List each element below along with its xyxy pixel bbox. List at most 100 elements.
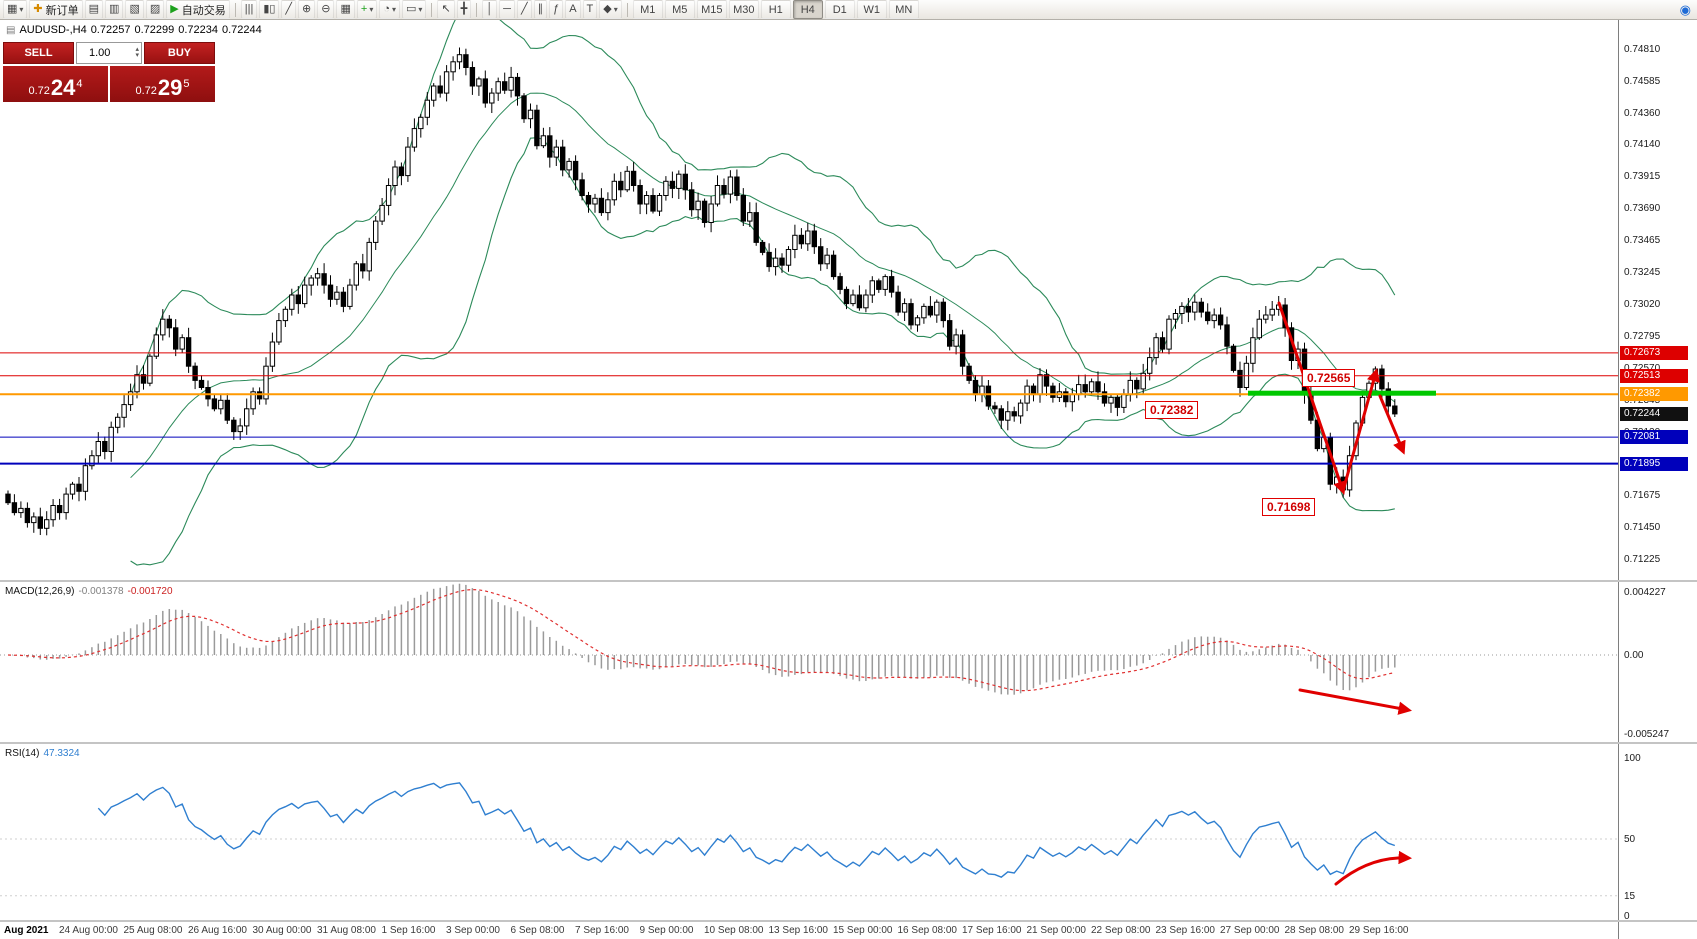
price-tick-label: 0.74585 xyxy=(1624,76,1661,87)
label-button[interactable]: T xyxy=(582,0,598,19)
timeframe-w1-button[interactable]: W1 xyxy=(856,0,887,19)
bar-chart-button[interactable]: ||| xyxy=(240,0,258,19)
rsi-indicator-canvas[interactable] xyxy=(0,744,1618,920)
cursor-button[interactable]: ↖ xyxy=(437,0,455,19)
toolbar-separator xyxy=(626,2,628,17)
trendline-button[interactable]: ╱ xyxy=(516,0,532,19)
buy-price-point: 5 xyxy=(183,78,190,90)
sell-price[interactable]: 0.72 24 4 xyxy=(3,66,108,102)
timeframe-h1-button[interactable]: H1 xyxy=(760,0,791,19)
volume-value[interactable]: 1.00 xyxy=(89,47,111,59)
price-callout-label: 0.72382 xyxy=(1145,401,1199,419)
one-click-trading-panel: SELL 1.00 ▴ ▾ BUY 0.72 24 4 0.72 29 5 xyxy=(3,42,215,102)
timeframe-mn-button[interactable]: MN xyxy=(888,0,919,19)
navigator-button[interactable]: ▧ xyxy=(125,0,144,19)
line-chart-button[interactable]: ╱ xyxy=(281,0,297,19)
timeframe-m15-button[interactable]: M15 xyxy=(696,0,727,19)
rsi-scale-label: 15 xyxy=(1624,890,1636,902)
periods-button[interactable]: ◔ ▾ xyxy=(379,0,401,19)
price-tick-label: 0.71675 xyxy=(1624,489,1661,501)
time-tick-label: 17 Sep 16:00 xyxy=(962,925,1022,936)
price-tick-label: 0.73465 xyxy=(1624,235,1661,247)
templates-button[interactable]: ▭ ▾ xyxy=(402,0,427,19)
zoom-out-button[interactable]: ⊖ xyxy=(317,0,335,19)
price-axis-marker: 0.72382 xyxy=(1620,387,1688,402)
crosshair-button[interactable]: ╋ xyxy=(456,0,472,19)
price-tick-label: 0.71450 xyxy=(1624,521,1661,533)
community-icon[interactable]: ◉ xyxy=(1679,2,1691,17)
macd-scale-label: 0.004227 xyxy=(1624,586,1666,598)
buy-price[interactable]: 0.72 29 5 xyxy=(110,66,215,102)
main-toolbar: ▦ ▾ ✚ 新订单 ▤ ▥ ▧ ▨ ▶ 自动交易 ||| ▮▯ ╱ ⊕ ⊖ ▦ + ▾ ◔ ▾ ▭ ▾ ↖ ╋ │ ─ ╱ ∥ ƒ A T ◆… xyxy=(0,0,1697,20)
time-tick-label: 24 Aug 00:00 xyxy=(59,925,118,936)
chart-window[interactable]: ▤ AUDUSD-,H4 0.72257 0.72299 0.72234 0.72244 … xyxy=(0,20,1697,939)
vertical-line-button[interactable]: │ xyxy=(482,0,498,19)
autotrading-button[interactable]: ▶ 自动交易 xyxy=(166,0,230,19)
price-axis-marker: 0.71895 xyxy=(1620,456,1688,471)
price-chart-canvas[interactable] xyxy=(0,20,1618,580)
sell-button[interactable]: SELL xyxy=(3,42,74,64)
terminal-button[interactable]: ▨ xyxy=(145,0,165,19)
time-tick-label: 22 Sep 08:00 xyxy=(1091,925,1151,936)
volume-stepper[interactable]: 1.00 ▴ ▾ xyxy=(76,42,142,64)
shapes-button[interactable]: ◆ ▾ xyxy=(599,0,622,19)
timeframe-m30-button[interactable]: M30 xyxy=(728,0,759,19)
candlestick-chart-button[interactable]: ▮▯ xyxy=(259,0,280,19)
indicators-button[interactable]: + ▾ xyxy=(356,0,378,19)
toolbar-separator xyxy=(431,2,433,17)
pane-separator[interactable] xyxy=(0,742,1697,744)
pane-separator[interactable] xyxy=(0,580,1697,582)
macd-signal-value: -0.001720 xyxy=(127,586,173,597)
horizontal-line-button[interactable]: ─ xyxy=(499,0,515,19)
toolbar-separator xyxy=(476,2,478,17)
channel-button[interactable]: ∥ xyxy=(533,0,548,19)
toolbar-separator xyxy=(234,2,236,17)
time-tick-label: 1 Sep 16:00 xyxy=(381,925,436,936)
price-tick-label: 0.73690 xyxy=(1624,203,1661,215)
time-tick-label: 30 Aug 00:00 xyxy=(252,925,312,936)
time-tick-label: 7 Sep 16:00 xyxy=(575,925,629,936)
volume-up-icon[interactable]: ▴ xyxy=(135,46,139,53)
price-tick-label: 0.72570 xyxy=(1624,363,1660,374)
time-tick-label: 26 Aug 16:00 xyxy=(188,925,247,936)
buy-price-main: 0.72 xyxy=(135,85,157,97)
time-tick-label: 13 Sep 16:00 xyxy=(768,925,829,936)
zoom-in-button[interactable]: ⊕ xyxy=(298,0,316,19)
time-tick-label: 10 Sep 08:00 xyxy=(704,925,764,936)
time-tick-label: 6 Sep 08:00 xyxy=(510,925,565,936)
timeframe-m1-button[interactable]: M1 xyxy=(632,0,663,19)
high-value: 0.72299 xyxy=(134,24,175,36)
price-axis-marker: 0.72513 xyxy=(1620,368,1688,383)
tile-windows-button[interactable]: ▦ xyxy=(336,0,355,19)
chart-ohlc-info: ▤ AUDUSD-,H4 0.72257 0.72299 0.72234 0.72244 xyxy=(6,24,266,36)
new-chart-button[interactable]: ▦ ▾ xyxy=(3,0,28,19)
fibonacci-button[interactable]: ƒ xyxy=(549,0,564,19)
timeframe-d1-button[interactable]: D1 xyxy=(824,0,855,19)
price-axis[interactable]: 0.74810 0.74585 0.74360 0.74140 0.73915 0.736… xyxy=(1618,20,1697,939)
low-value: 0.72234 xyxy=(178,24,218,36)
rsi-scale-label: 50 xyxy=(1624,834,1636,845)
new-order-button[interactable]: ✚ 新订单 xyxy=(29,0,83,19)
volume-down-icon[interactable]: ▾ xyxy=(135,52,139,59)
macd-indicator-canvas[interactable] xyxy=(0,582,1618,742)
sell-price-main: 0.72 xyxy=(28,85,50,97)
time-tick-label: 3 Sep 00:00 xyxy=(446,925,500,936)
sell-price-pips: 24 xyxy=(50,75,76,100)
time-tick-label: 28 Sep 08:00 xyxy=(1284,925,1345,936)
price-tick-label: 0.73245 xyxy=(1624,266,1661,278)
data-window-button[interactable]: ▥ xyxy=(105,0,124,19)
open-value: 0.72257 xyxy=(90,24,131,36)
text-button[interactable]: A xyxy=(565,0,581,19)
time-tick-label: 16 Sep 08:00 xyxy=(897,925,958,936)
pane-separator[interactable] xyxy=(0,920,1697,922)
rsi-value: 47.3324 xyxy=(43,748,80,759)
timeframe-m5-button[interactable]: M5 xyxy=(664,0,695,19)
macd-main-value: -0.001378 xyxy=(78,586,124,597)
timeframe-h4-button[interactable]: H4 xyxy=(792,0,823,19)
market-watch-button[interactable]: ▤ xyxy=(84,0,104,19)
time-axis[interactable]: Aug 2021 24 Aug 00:00 25 Aug 08:00 26 Aug 1… xyxy=(0,922,1618,939)
time-tick-label: 27 Sep 00:00 xyxy=(1220,925,1280,936)
buy-button[interactable]: BUY xyxy=(144,42,215,64)
time-tick-label: 29 Sep 16:00 xyxy=(1349,925,1409,936)
